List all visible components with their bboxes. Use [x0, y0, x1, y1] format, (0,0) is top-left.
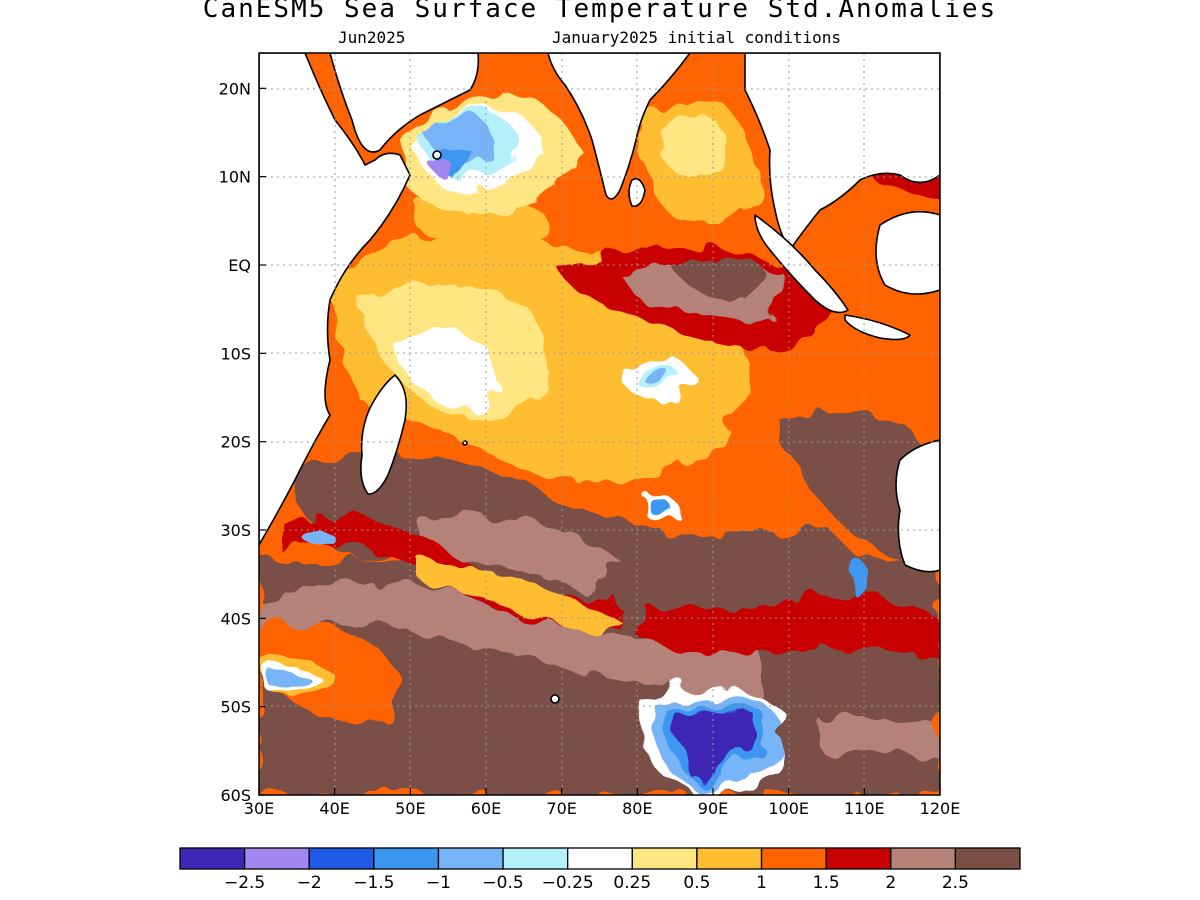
colorbar-label: −1.5 [353, 873, 394, 893]
longitude-axis: 30E 40E 50E 60E 70E 80E 90E 100E 110E 120E [244, 788, 961, 818]
lon-tick-label: 40E [319, 799, 349, 818]
colorbar-swatch [243, 847, 310, 870]
lat-tick-label: 30S [220, 521, 251, 540]
lon-tick-label: 90E [698, 799, 728, 818]
lon-tick-label: 60E [471, 799, 501, 818]
lat-tick-label: 20S [220, 433, 251, 452]
lat-tick-label: EQ [228, 256, 251, 275]
colorbar-label: 0.25 [613, 873, 651, 893]
lat-tick-label: 10S [220, 344, 251, 363]
colorbar-swatch [825, 847, 892, 870]
colorbar-label: 1.5 [813, 873, 840, 893]
colorbar-label: −2.5 [224, 873, 265, 893]
chart-title: CanESM5 Sea Surface Temperature Std.Anom… [202, 0, 998, 24]
colorbar-swatch [890, 847, 957, 870]
lat-tick-label: 60S [220, 786, 251, 805]
colorbar: −2.5 −2 −1.5 −1 −0.5 −0.25 0.25 0.5 1 1.5 2 2.5 [179, 847, 1021, 893]
colorbar-swatch [373, 847, 440, 870]
colorbar-label: −1 [426, 873, 451, 893]
colorbar-swatch [437, 847, 504, 870]
lon-tick-label: 70E [546, 799, 576, 818]
colorbar-label: −2 [297, 873, 322, 893]
latitude-axis: 20N 10N EQ 10S 20S 30S 40S 50S 60S [219, 79, 266, 805]
colorbar-label: 1 [756, 873, 767, 893]
lat-tick-label: 50S [220, 698, 251, 717]
colorbar-swatch [631, 847, 698, 870]
map-frame [258, 52, 941, 796]
colorbar-swatch [696, 847, 763, 870]
colorbar-swatch [179, 847, 246, 870]
gridlines [259, 53, 940, 795]
lat-tick-label: 40S [220, 609, 251, 628]
colorbar-label: 2 [885, 873, 896, 893]
lon-tick-label: 80E [622, 799, 652, 818]
lon-tick-label: 120E [920, 799, 961, 818]
colorbar-swatch [760, 847, 827, 870]
colorbar-swatch [954, 847, 1021, 870]
lat-tick-label: 20N [219, 79, 251, 98]
initial-conditions: January2025 initial conditions [552, 28, 841, 47]
forecast-month: Jun2025 [338, 28, 406, 47]
lon-tick-label: 30E [244, 799, 274, 818]
colorbar-label: 0.5 [683, 873, 710, 893]
colorbar-swatch [567, 847, 633, 870]
lat-tick-label: 10N [219, 168, 251, 187]
colorbar-label: −0.25 [542, 873, 594, 893]
lon-tick-label: 110E [844, 799, 885, 818]
colorbar-swatch [308, 847, 375, 870]
coastlines [259, 53, 940, 704]
colorbar-swatch [502, 847, 569, 870]
lon-tick-label: 100E [768, 799, 809, 818]
lon-tick-label: 50E [395, 799, 425, 818]
colorbar-label: −0.5 [482, 873, 523, 893]
colorbar-label: 2.5 [942, 873, 969, 893]
